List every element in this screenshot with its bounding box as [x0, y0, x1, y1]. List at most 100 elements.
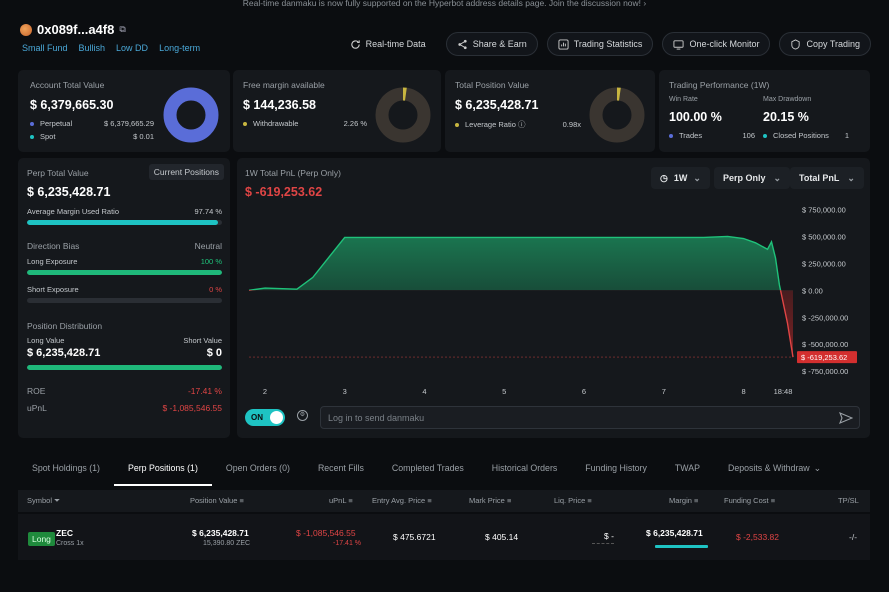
distribution-bar	[27, 365, 222, 370]
short-value: $ 0	[206, 347, 222, 359]
col-upnl[interactable]: uPnL ≡	[329, 496, 353, 505]
long-exposure-value: 100 %	[200, 257, 222, 266]
max-drawdown-label: Max Drawdown	[763, 96, 812, 103]
tag-item[interactable]: Small Fund	[22, 43, 68, 53]
closed-value: 1	[844, 131, 849, 140]
page-header: 0x089f...a4f8 ⧉ Small Fund Bullish Low D…	[0, 12, 889, 64]
tab-open-orders[interactable]: Open Orders (0)	[225, 463, 290, 473]
tab-deposits-withdraw[interactable]: Deposits & Withdraw	[727, 463, 810, 473]
x-tick-label: 7	[662, 387, 666, 396]
amu-label: Average Margin Used Ratio	[27, 207, 119, 216]
margin-donut-chart	[375, 87, 431, 143]
table-row[interactable]: Long ZEC Cross 1x $ 6,235,428.71 15,390.…	[18, 514, 870, 560]
withdrawable-label: Withdrawable	[253, 119, 299, 128]
copy-icon[interactable]: ⧉	[119, 24, 126, 34]
toggle-label: ON	[251, 413, 263, 422]
y-tick-label: $ 0.00	[802, 286, 823, 295]
margin-label: Free margin available	[243, 80, 325, 90]
col-position-value[interactable]: Position Value ≡	[190, 496, 244, 505]
closed-label: Closed Positions	[773, 131, 829, 140]
distribution-label: Position Distribution	[27, 321, 103, 331]
col-margin[interactable]: Margin ≡	[669, 496, 698, 505]
wallet-address: 0x089f...a4f8	[37, 22, 115, 37]
short-exposure-value: 0 %	[209, 285, 222, 294]
tab-spot-holdings[interactable]: Spot Holdings (1)	[32, 463, 100, 473]
current-positions-button[interactable]: Current Positions	[148, 164, 224, 180]
positions-table-header: Symbol ⏷ Position Value ≡ uPnL ≡ Entry A…	[18, 490, 870, 512]
address-block: 0x089f...a4f8 ⧉	[20, 22, 126, 37]
perpetual-value: $ 6,379,665.29	[103, 119, 154, 128]
stats-icon	[558, 38, 569, 50]
pnl-chart-panel: 1W Total PnL (Perp Only) $ -619,253.62 ◷…	[237, 158, 870, 438]
x-tick-label: 4	[422, 387, 426, 396]
danmaku-input[interactable]: Log in to send danmaku	[320, 406, 860, 429]
perp-total-label: Perp Total Value	[27, 168, 89, 178]
range-value: 1W	[673, 173, 688, 183]
range-dropdown[interactable]: ◷ 1W ⌄	[651, 167, 710, 189]
announcement-banner[interactable]: Real-time danmaku is now fully supported…	[0, 0, 889, 12]
chevron-down-icon: ⌄	[693, 172, 701, 183]
info-icon[interactable]: ⓘ	[517, 120, 526, 129]
col-funding[interactable]: Funding Cost ≡	[724, 496, 775, 505]
realtime-label: Real-time Data	[365, 39, 426, 49]
tpsl-cell[interactable]: -/-	[849, 532, 858, 542]
position-value-card: Total Position Value $ 6,235,428.71 Leve…	[445, 70, 655, 152]
tab-historical-orders[interactable]: Historical Orders	[491, 463, 558, 473]
short-exposure-label: Short Exposure	[27, 285, 79, 294]
tab-funding-history[interactable]: Funding History	[585, 463, 647, 473]
header-actions: Real-time Data Share & Earn Trading Stat…	[339, 32, 871, 56]
long-value-label: Long Value	[27, 336, 65, 345]
col-symbol[interactable]: Symbol ⏷	[27, 496, 60, 506]
amu-value: 97.74 %	[194, 207, 222, 216]
tag-item[interactable]: Bullish	[78, 43, 106, 53]
x-tick-label: 18:48	[774, 387, 793, 396]
avatar	[20, 23, 32, 36]
col-liq[interactable]: Liq. Price ≡	[554, 496, 592, 505]
col-mark[interactable]: Mark Price ≡	[469, 496, 511, 505]
tab-perp-positions[interactable]: Perp Positions (1)	[113, 459, 212, 486]
monitor-icon	[673, 39, 684, 50]
y-tick-label: $ -500,000.00	[802, 340, 848, 349]
x-tick-label: 3	[343, 387, 347, 396]
long-value: $ 6,235,428.71	[27, 347, 101, 359]
position-label: Total Position Value	[455, 80, 530, 90]
sort-icon: ≡	[587, 496, 592, 505]
sort-icon: ≡	[239, 496, 244, 505]
upnl-label: uPnL	[27, 403, 47, 413]
perp-panel: Perp Total Value Current Positions $ 6,2…	[18, 158, 230, 438]
filter-dropdown[interactable]: Perp Only ⌄	[714, 167, 791, 189]
danmaku-placeholder: Log in to send danmaku	[328, 413, 425, 423]
filter-icon: ⏷	[54, 496, 61, 505]
col-entry[interactable]: Entry Avg. Price ≡	[372, 496, 432, 505]
col-funding-label: Funding Cost	[724, 496, 769, 505]
margin-cell: $ 6,235,428.71	[646, 528, 703, 538]
tab-twap[interactable]: TWAP	[674, 463, 700, 473]
toggle-knob	[270, 411, 283, 424]
trading-statistics-button[interactable]: Trading Statistics	[546, 32, 654, 56]
copy-trading-button[interactable]: Copy Trading	[779, 32, 871, 56]
realtime-data-button[interactable]: Real-time Data	[339, 32, 437, 56]
free-margin-card: Free margin available $ 144,236.58 Withd…	[233, 70, 441, 152]
tab-completed-trades[interactable]: Completed Trades	[391, 463, 464, 473]
chevron-down-icon[interactable]: ⌄	[813, 463, 822, 473]
amu-progress-bar	[27, 220, 222, 225]
position-size-cell: 15,390.80 ZEC	[203, 540, 251, 547]
share-earn-button[interactable]: Share & Earn	[445, 32, 538, 56]
long-exposure-fill	[27, 270, 222, 275]
spot-label: Spot	[40, 132, 56, 141]
tag-item[interactable]: Low DD	[116, 43, 149, 53]
coin-symbol[interactable]: ZEC	[56, 528, 73, 538]
margin-value: $ 144,236.58	[243, 98, 316, 112]
spot-dot-icon	[30, 135, 34, 140]
leverage-label: Leverage Ratio	[465, 120, 516, 129]
current-value-tag	[797, 351, 857, 364]
danmaku-settings-icon[interactable]: ⚙	[297, 410, 308, 421]
monitor-button[interactable]: One-click Monitor	[662, 32, 771, 56]
tab-recent-fills[interactable]: Recent Fills	[317, 463, 364, 473]
metric-dropdown[interactable]: Total PnL ⌄	[790, 167, 864, 189]
leverage-value: 0.98x	[562, 120, 581, 129]
send-icon[interactable]	[839, 411, 853, 425]
tag-item[interactable]: Long-term	[159, 43, 201, 53]
roe-label: ROE	[27, 386, 46, 396]
danmaku-toggle[interactable]: ON	[245, 409, 285, 426]
